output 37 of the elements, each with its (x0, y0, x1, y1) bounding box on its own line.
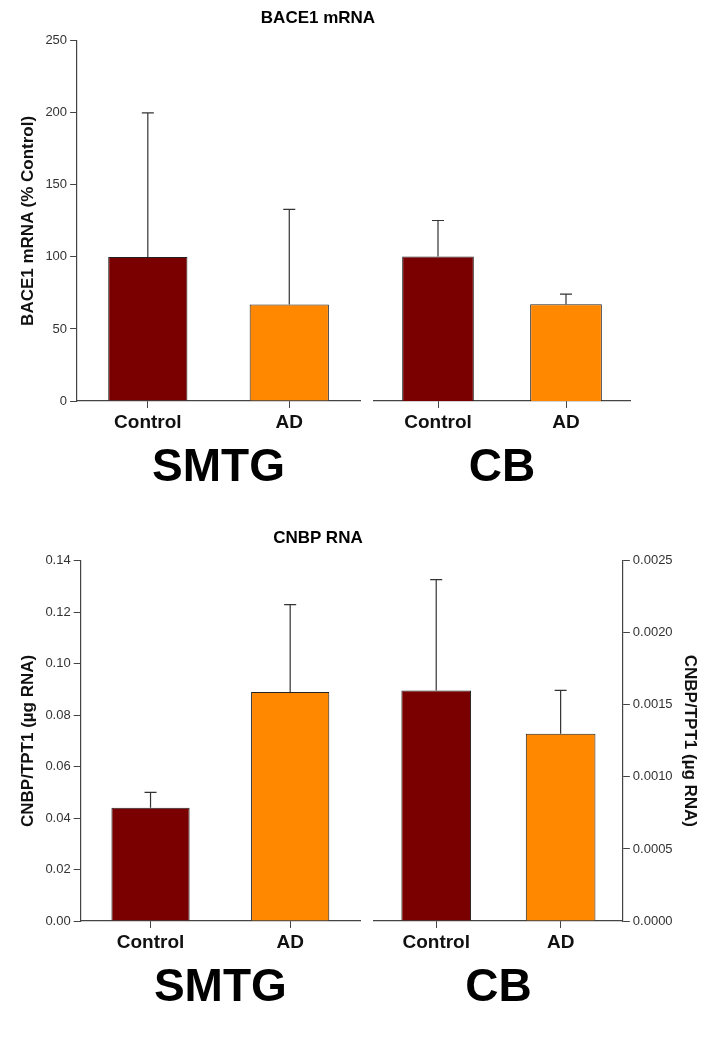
y2-tick-label: 0.0020 (632, 624, 673, 640)
x-tick-label: AD (275, 410, 303, 432)
y-tick-label: 0.14 (45, 552, 71, 568)
x-tick-label: AD (276, 930, 304, 952)
x-axis-title: CB (465, 959, 532, 1012)
y2-tick-label: 0.0010 (632, 768, 673, 784)
y-tick-label: 0.00 (45, 912, 71, 928)
x-axis-title: CB (468, 439, 536, 492)
y-tick-label: 0.06 (45, 758, 71, 774)
y-tick-label: 100 (45, 248, 68, 264)
y-axis-title: BACE1 mRNA (% Control) (17, 115, 37, 326)
y-tick-label: 0.10 (45, 655, 71, 671)
y-tick-label: 150 (45, 176, 68, 192)
y-tick-label: 200 (45, 104, 68, 120)
x-tick-label: Control (402, 930, 470, 952)
x-tick-label: AD (546, 930, 575, 952)
x-tick-label: Control (116, 930, 185, 952)
x-axis-title: SMTG (152, 439, 285, 492)
x-axis-title: SMTG (153, 959, 287, 1012)
y-tick-label: 0.02 (45, 861, 71, 877)
y2-tick-label: 0.0015 (632, 696, 673, 712)
y2-axis-title: CNBP/TPT1 (µg RNA) (681, 654, 701, 828)
y-tick-label: 0.04 (45, 809, 71, 825)
y-tick-label: 0 (59, 392, 68, 408)
y-tick-label: 50 (52, 320, 68, 336)
y2-tick-label: 0.0025 (632, 552, 673, 568)
y-tick-label: 0.12 (45, 603, 71, 619)
y-axis-title: CNBP/TPT1 (µg RNA) (17, 654, 37, 828)
y2-tick-label: 0.0005 (632, 840, 673, 856)
x-tick-label: Control (114, 410, 182, 432)
chart-title: CNBP RNA (272, 528, 364, 549)
x-tick-label: Control (404, 410, 472, 432)
y2-tick-label: 0.0000 (632, 912, 673, 928)
x-tick-label: AD (552, 410, 580, 432)
y-tick-label: 0.08 (45, 706, 71, 722)
y-tick-label: 250 (45, 32, 68, 48)
chart-title: BACE1 mRNA (259, 8, 377, 29)
